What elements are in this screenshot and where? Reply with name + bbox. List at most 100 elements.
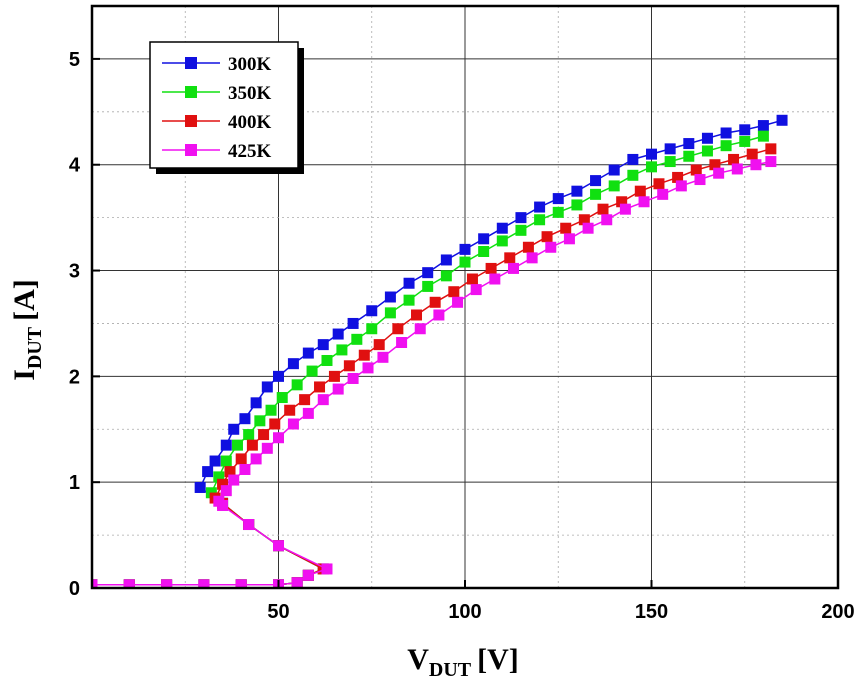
data-point bbox=[92, 579, 98, 588]
data-point bbox=[776, 114, 788, 126]
legend-marker bbox=[185, 115, 197, 127]
data-point bbox=[757, 120, 769, 132]
data-point bbox=[194, 481, 206, 493]
data-point bbox=[314, 381, 326, 393]
data-point bbox=[496, 222, 508, 234]
data-point bbox=[440, 254, 452, 266]
data-point bbox=[209, 455, 221, 467]
data-point bbox=[414, 323, 426, 335]
series-line bbox=[92, 160, 772, 586]
data-point bbox=[411, 309, 423, 321]
data-point bbox=[694, 174, 706, 186]
data-point bbox=[254, 415, 266, 427]
data-point bbox=[515, 212, 527, 224]
data-point bbox=[627, 169, 639, 181]
data-point bbox=[429, 296, 441, 308]
data-point bbox=[392, 323, 404, 335]
data-point bbox=[485, 262, 497, 274]
data-point bbox=[545, 241, 557, 253]
data-point bbox=[657, 188, 669, 200]
data-point bbox=[504, 252, 516, 264]
data-point bbox=[664, 156, 676, 168]
legend-item: 400K bbox=[162, 112, 272, 133]
data-point bbox=[541, 231, 553, 243]
data-point bbox=[250, 397, 262, 409]
data-point bbox=[291, 379, 303, 391]
data-point bbox=[302, 569, 314, 581]
legend-marker bbox=[185, 86, 197, 98]
data-point bbox=[489, 273, 501, 285]
y-tick-label: 1 bbox=[69, 472, 80, 494]
data-point bbox=[634, 185, 646, 197]
data-point bbox=[396, 337, 408, 349]
data-point bbox=[765, 156, 777, 168]
data-point bbox=[672, 171, 684, 183]
data-point bbox=[563, 233, 575, 245]
legend: 300K 350K 400K 425K bbox=[149, 41, 304, 174]
data-point bbox=[728, 153, 740, 165]
data-point bbox=[228, 423, 240, 435]
series-layer bbox=[92, 114, 788, 588]
data-point bbox=[220, 455, 232, 467]
data-point bbox=[273, 432, 284, 444]
data-point bbox=[739, 124, 751, 136]
data-point bbox=[638, 196, 650, 208]
data-point bbox=[261, 442, 273, 454]
data-point bbox=[608, 180, 620, 192]
data-point bbox=[332, 328, 344, 340]
data-point bbox=[287, 418, 299, 430]
x-tick-label: 100 bbox=[448, 601, 481, 623]
series-line bbox=[92, 135, 764, 586]
data-point bbox=[470, 284, 482, 296]
x-axis-title: VDUT [V] bbox=[407, 643, 519, 681]
data-point bbox=[619, 203, 631, 215]
y-tick-label: 4 bbox=[69, 155, 81, 177]
data-point bbox=[701, 145, 713, 157]
legend-item: 350K bbox=[162, 83, 272, 104]
data-point bbox=[347, 372, 359, 384]
data-point bbox=[198, 579, 210, 588]
data-point bbox=[422, 267, 434, 279]
data-point bbox=[627, 153, 639, 165]
y-tick-label: 3 bbox=[69, 261, 80, 283]
legend-item: 425K bbox=[162, 141, 272, 162]
data-point bbox=[273, 370, 284, 382]
x-tick-label: 200 bbox=[821, 601, 854, 623]
data-point bbox=[317, 339, 329, 351]
data-point bbox=[239, 463, 251, 475]
x-tick-label: 150 bbox=[635, 601, 668, 623]
data-point bbox=[664, 143, 676, 155]
data-point bbox=[534, 201, 546, 213]
data-point bbox=[448, 286, 460, 298]
data-point bbox=[217, 478, 229, 490]
data-point bbox=[328, 370, 340, 382]
data-point bbox=[299, 394, 311, 406]
y-tick-label: 5 bbox=[69, 49, 80, 71]
y-tick-label: 2 bbox=[69, 366, 80, 388]
data-point bbox=[321, 563, 333, 575]
data-point bbox=[239, 413, 251, 425]
data-point bbox=[440, 270, 452, 282]
data-point bbox=[358, 349, 370, 361]
y-tick-label: 0 bbox=[69, 578, 80, 600]
data-point bbox=[231, 439, 243, 451]
data-point bbox=[552, 206, 564, 218]
data-point bbox=[552, 193, 564, 205]
data-point bbox=[213, 471, 225, 483]
data-point bbox=[422, 280, 434, 292]
data-point bbox=[273, 540, 284, 552]
data-point bbox=[228, 474, 240, 486]
data-point bbox=[571, 199, 583, 211]
data-point bbox=[433, 309, 445, 321]
data-point bbox=[750, 159, 762, 171]
data-point bbox=[590, 188, 602, 200]
y-axis-title: IDUT[A] bbox=[8, 279, 46, 381]
data-point bbox=[250, 453, 262, 465]
data-point bbox=[384, 291, 396, 303]
data-point bbox=[351, 333, 363, 345]
data-point bbox=[526, 252, 538, 264]
data-point bbox=[757, 130, 769, 142]
legend-label: 425K bbox=[228, 141, 272, 162]
data-point bbox=[571, 185, 583, 197]
data-point bbox=[496, 235, 508, 247]
